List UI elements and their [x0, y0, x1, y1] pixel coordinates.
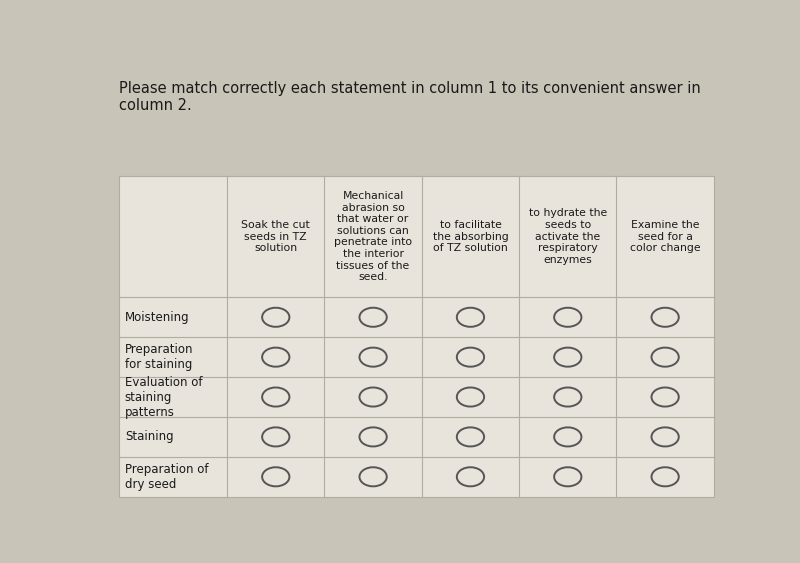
Text: Please match correctly each statement in column 1 to its convenient answer in
co: Please match correctly each statement in… [118, 81, 700, 113]
Text: Preparation
for staining: Preparation for staining [125, 343, 194, 371]
Text: to hydrate the
seeds to
activate the
respiratory
enzymes: to hydrate the seeds to activate the res… [529, 208, 607, 265]
Bar [118, 176, 714, 497]
Text: Staining: Staining [125, 430, 174, 444]
Text: Examine the
seed for a
color change: Examine the seed for a color change [630, 220, 701, 253]
Text: Mechanical
abrasion so
that water or
solutions can
penetrate into
the interior
t: Mechanical abrasion so that water or sol… [334, 191, 412, 282]
Text: Soak the cut
seeds in TZ
solution: Soak the cut seeds in TZ solution [242, 220, 310, 253]
Text: Preparation of
dry seed: Preparation of dry seed [125, 463, 208, 491]
Text: Evaluation of
staining
patterns: Evaluation of staining patterns [125, 376, 202, 418]
Text: Moistening: Moistening [125, 311, 190, 324]
Text: to facilitate
the absorbing
of TZ solution: to facilitate the absorbing of TZ soluti… [433, 220, 508, 253]
